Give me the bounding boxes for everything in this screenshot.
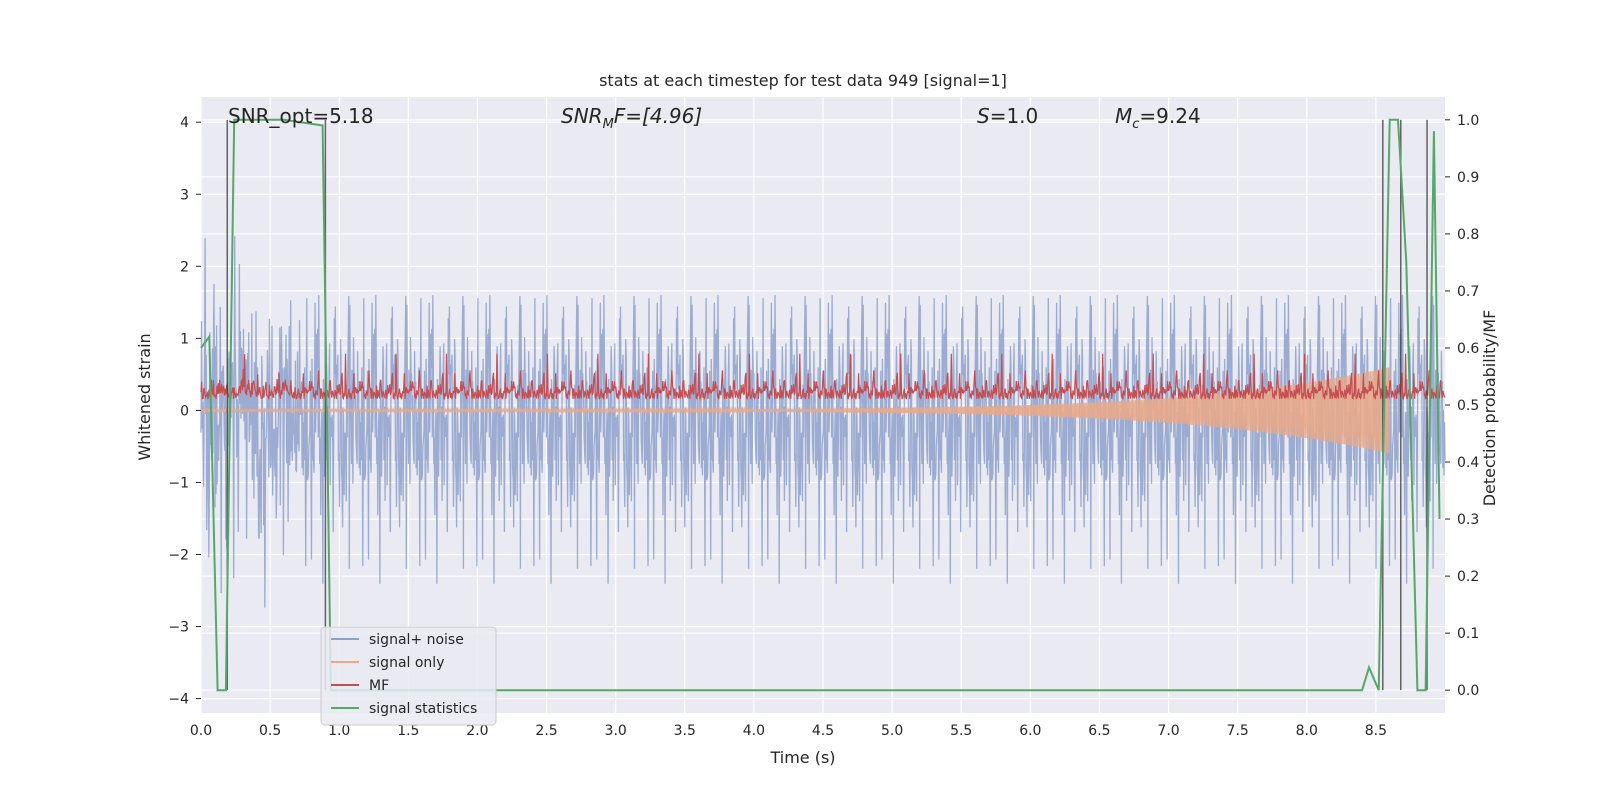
x-tick-label: 7.0	[1157, 723, 1179, 739]
x-tick-label: 6.5	[1088, 723, 1110, 739]
snr-opt-annotation: SNR_opt=5.18	[228, 104, 374, 128]
y-tick-label: −3	[168, 620, 189, 636]
legend-label-mf: MF	[369, 678, 389, 694]
y2-tick-label: 0.6	[1457, 341, 1479, 357]
y-tick-label: −1	[168, 475, 189, 491]
y2-axis-label: Detection probability/MF	[1480, 310, 1499, 507]
x-tick-label: 5.0	[881, 723, 903, 739]
snr-mf-annotation: SNRMF=[4.96]	[561, 104, 702, 132]
snr-mf-label: SNR	[561, 104, 603, 128]
y-tick-label: −2	[168, 547, 189, 563]
y-tick-labels: 4 3 2 1 0 −1 −2 −3 −4	[168, 115, 201, 708]
x-tick-label: 0.5	[259, 723, 281, 739]
legend-label-signal-only: signal only	[369, 655, 444, 671]
y2-tick-label: 0.5	[1457, 398, 1479, 414]
mc-subscript: c	[1132, 117, 1139, 132]
y2-tick-label: 0.4	[1457, 455, 1479, 471]
x-tick-label: 4.5	[812, 723, 834, 739]
s-annotation: S=1.0	[977, 104, 1038, 128]
signal-statistics-layer	[200, 118, 1441, 692]
x-tick-label: 7.5	[1227, 723, 1249, 739]
signal-statistics-line	[200, 118, 1441, 692]
y2-tick-label: 0.1	[1457, 626, 1479, 642]
x-tick-label: 5.5	[950, 723, 972, 739]
y2-tick-label: 0.7	[1457, 284, 1479, 300]
y-tick-label: 2	[180, 259, 189, 275]
signal-plus-noise-line	[200, 236, 1446, 608]
x-tick-label: 0.0	[190, 723, 212, 739]
x-tick-label: 3.0	[605, 723, 627, 739]
x-tick-label: 1.5	[397, 723, 419, 739]
x-axis-label: Time (s)	[769, 748, 835, 767]
y-tick-label: 0	[180, 403, 189, 419]
legend-box	[320, 626, 497, 726]
s-label: S	[977, 104, 990, 128]
y2-tick-label: 0.8	[1457, 227, 1479, 243]
signal-plus-noise-layer	[200, 236, 1446, 608]
chart-title: stats at each timestep for test data 949…	[599, 71, 1007, 90]
x-tick-label: 4.0	[743, 723, 765, 739]
mf-line	[200, 353, 1446, 401]
snr-mf-value: F=[4.96]	[614, 104, 702, 128]
y2-tick-label: 0.0	[1457, 683, 1479, 699]
x-tick-label: 8.0	[1296, 723, 1318, 739]
mc-value: =9.24	[1139, 104, 1200, 128]
x-tick-labels: 0.0 0.5 1.0 1.5 2.0 2.5 3.0 3.5 4.0 4.5 5.0 5.5 6.0 6…	[190, 723, 1387, 739]
y-tick-label: 1	[180, 331, 189, 347]
y2-tick-label: 0.3	[1457, 512, 1479, 528]
y2-tick-label: 1.0	[1457, 113, 1479, 129]
snr-mf-subscript: M	[603, 117, 614, 132]
y-tick-label: 3	[180, 187, 189, 203]
mf-layer	[200, 353, 1446, 401]
mc-label: M	[1115, 104, 1132, 128]
y-axis-label: Whitened strain	[135, 333, 154, 460]
y2-tick-labels: 1.0 0.9 0.8 0.7 0.6 0.5 0.4 0.3 0.2 0.1 0.0	[1445, 113, 1479, 699]
y-tick-label: −4	[168, 692, 189, 708]
x-tick-label: 8.5	[1365, 723, 1387, 739]
legend: signal+ noise signal only MF signal stat…	[320, 626, 497, 726]
mc-annotation: Mc=9.24	[1115, 104, 1201, 132]
x-tick-label: 2.0	[466, 723, 488, 739]
y2-tick-label: 0.9	[1457, 170, 1479, 186]
x-tick-label: 1.0	[328, 723, 350, 739]
signal-only-line	[200, 367, 1391, 454]
y-tick-label: 4	[180, 115, 189, 131]
x-tick-label: 2.5	[535, 723, 557, 739]
legend-label-signal-statistics: signal statistics	[369, 701, 477, 717]
legend-label-signal-noise: signal+ noise	[369, 632, 464, 648]
s-value: =1.0	[990, 104, 1039, 128]
y2-tick-label: 0.2	[1457, 569, 1479, 585]
signal-only-layer	[200, 367, 1391, 454]
x-tick-label: 6.0	[1019, 723, 1041, 739]
x-tick-label: 3.5	[674, 723, 696, 739]
